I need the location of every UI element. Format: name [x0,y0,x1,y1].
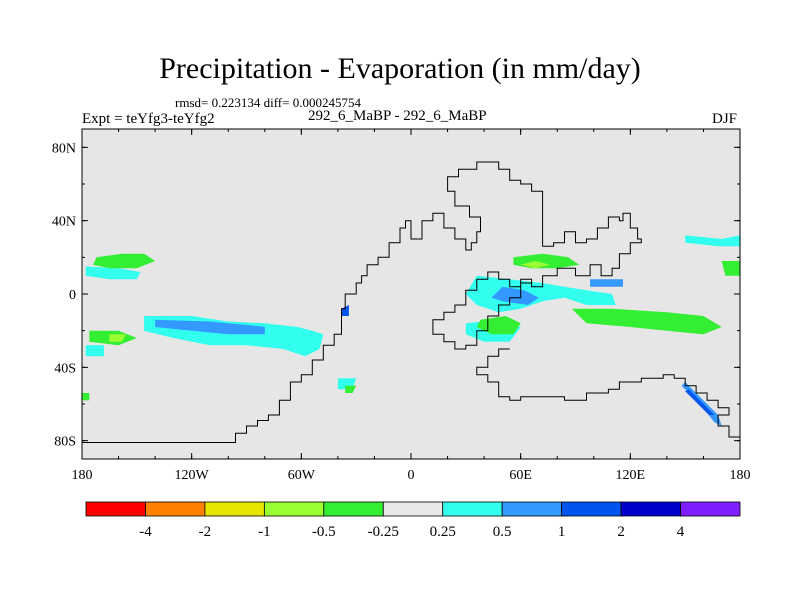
stats-line: rmsd= 0.223134 diff= 0.000245754 [175,95,361,110]
colorbar-swatch [85,501,146,517]
colorbar-swatch [382,501,444,517]
contour-region-green [721,261,740,276]
season-label: DJF [712,111,738,127]
colorbar-label: -0.5 [312,524,336,540]
colorbar-label: 4 [677,524,685,540]
x-tick-label: 60W [288,468,316,483]
contour-region-cyan [85,345,104,357]
contour-region-blue [685,389,715,415]
colorbar-swatch [263,501,325,517]
colorbar-label: 2 [617,524,625,540]
x-tick-label: 0 [408,468,415,483]
experiment-label: Expt = teYfg3-teYfg2 [82,111,215,127]
contour-region-green [345,385,357,393]
contour-fills [82,235,740,426]
colorbar-swatch [323,501,384,517]
colorbar-swatch [680,501,741,517]
y-tick-label: 40N [52,215,76,230]
colorbar-swatch [145,501,206,517]
coastline-2 [476,348,740,438]
y-tick-label: 80S [54,435,76,450]
x-tick-label: 120W [175,468,210,483]
y-tick-label: 40S [54,361,76,376]
y-tick-label: 80N [52,141,76,156]
contour-region-cyan [85,266,141,280]
colorbar-swatch [501,501,563,517]
colorbar-label: -0.25 [368,524,399,540]
contour-region-cyan [685,235,740,247]
colorbar-label: -4 [139,524,152,540]
axis-ticks: 80N 40N 0 40S 80S 180 120W 60W 0 60E 120E 180 [52,129,751,483]
x-tick-label: 120E [616,468,646,483]
colorbar-swatch [620,501,681,517]
colorbar-swatch [561,501,622,517]
contour-region-cyan [465,275,616,313]
colorbar-label: 1 [558,524,566,540]
contour-region-blue [341,305,349,316]
contour-region-green [93,253,156,269]
map-background [82,129,740,459]
contour-region-light_blue [590,279,623,287]
plot-title: Precipitation - Evaporation (in mm/day) [159,52,641,85]
contour-region-light_green [520,261,550,269]
colorbar-label: 0.25 [430,524,456,540]
x-tick-label: 60E [509,468,532,483]
colorbar-swatch [442,501,503,517]
y-tick-label: 0 [69,288,76,303]
contour-region-light_green [109,334,126,342]
colorbar-label: 0.5 [493,524,512,540]
colorbar-label: -2 [199,524,212,540]
comparison-label: 292_6_MaBP - 292_6_MaBP [308,108,487,124]
contour-region-light_blue [155,319,265,335]
coastline-1 [82,161,642,443]
x-tick-label: 180 [72,468,93,483]
contour-region-light_blue [491,286,539,305]
coastlines [82,161,740,443]
colorbar-label: -1 [258,524,271,540]
colorbar-swatch [204,501,265,517]
colorbar: -4 -2 -1 -0.5 -0.25 0.25 0.5 1 2 4 [85,501,741,540]
contour-region-green [82,393,90,401]
x-tick-label: 180 [730,468,751,483]
contour-region-green [571,308,722,335]
